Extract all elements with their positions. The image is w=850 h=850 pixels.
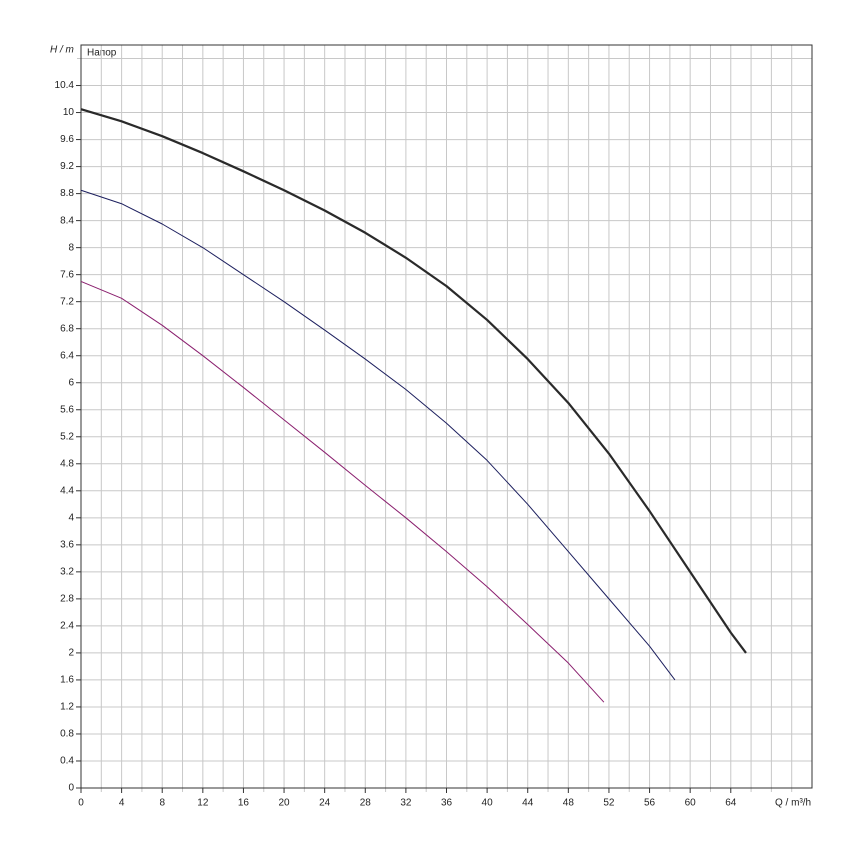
x-tick-label: 12 <box>197 798 209 809</box>
y-tick-label: 0.8 <box>60 729 74 740</box>
y-tick-label: 4.4 <box>60 485 74 496</box>
y-tick-label: 6.4 <box>60 350 74 361</box>
y-tick-label: 1.6 <box>60 675 74 686</box>
y-tick-label: 3.6 <box>60 539 74 550</box>
y-tick-label: 10 <box>63 107 75 118</box>
y-tick-label: 0 <box>68 783 74 794</box>
y-tick-label: 5.6 <box>60 404 74 415</box>
x-tick-label: 44 <box>522 798 534 809</box>
x-tick-label: 56 <box>644 798 656 809</box>
curve <box>80 189 676 681</box>
y-tick-label: 4 <box>68 512 74 523</box>
x-tick-label: 40 <box>482 798 494 809</box>
curve <box>80 280 605 703</box>
x-tick-label: 8 <box>159 798 165 809</box>
plot-frame <box>80 44 813 789</box>
x-tick-label: 28 <box>360 798 372 809</box>
x-tick-label: 36 <box>441 798 453 809</box>
x-tick-label: 20 <box>278 798 290 809</box>
y-tick-label: 7.6 <box>60 269 74 280</box>
y-tick-label: 2.4 <box>60 621 74 632</box>
y-tick-label: 2 <box>68 648 74 659</box>
x-tick-label: 4 <box>119 798 125 809</box>
y-tick-label: 4.8 <box>60 458 74 469</box>
y-tick-label: 9.6 <box>60 134 74 145</box>
y-tick-label: 1.2 <box>60 702 74 713</box>
y-tick-label: 2.8 <box>60 594 74 605</box>
y-tick-label: 10.4 <box>55 80 75 91</box>
y-tick-label: 8.8 <box>60 188 74 199</box>
y-tick-label: 9.2 <box>60 161 74 172</box>
x-tick-label: 32 <box>400 798 412 809</box>
y-tick-label: 8.4 <box>60 215 74 226</box>
y-axis-label: H / m <box>50 45 74 56</box>
annotation: Напор <box>87 48 117 59</box>
y-tick-label: 6 <box>68 377 74 388</box>
x-tick-label: 16 <box>238 798 250 809</box>
y-tick-label: 6.8 <box>60 323 74 334</box>
y-tick-label: 8 <box>68 242 74 253</box>
y-tick-label: 3.2 <box>60 566 74 577</box>
y-tick-label: 0.4 <box>60 756 74 767</box>
x-tick-label: 52 <box>603 798 615 809</box>
x-tick-label: 0 <box>78 798 84 809</box>
x-tick-label: 60 <box>685 798 697 809</box>
x-axis-label: Q / m³/h <box>775 798 811 809</box>
y-tick-label: 5.2 <box>60 431 74 442</box>
x-tick-label: 48 <box>563 798 575 809</box>
x-tick-label: 64 <box>725 798 737 809</box>
curve <box>80 108 747 654</box>
x-tick-label: 24 <box>319 798 331 809</box>
y-tick-label: 7.2 <box>60 296 74 307</box>
